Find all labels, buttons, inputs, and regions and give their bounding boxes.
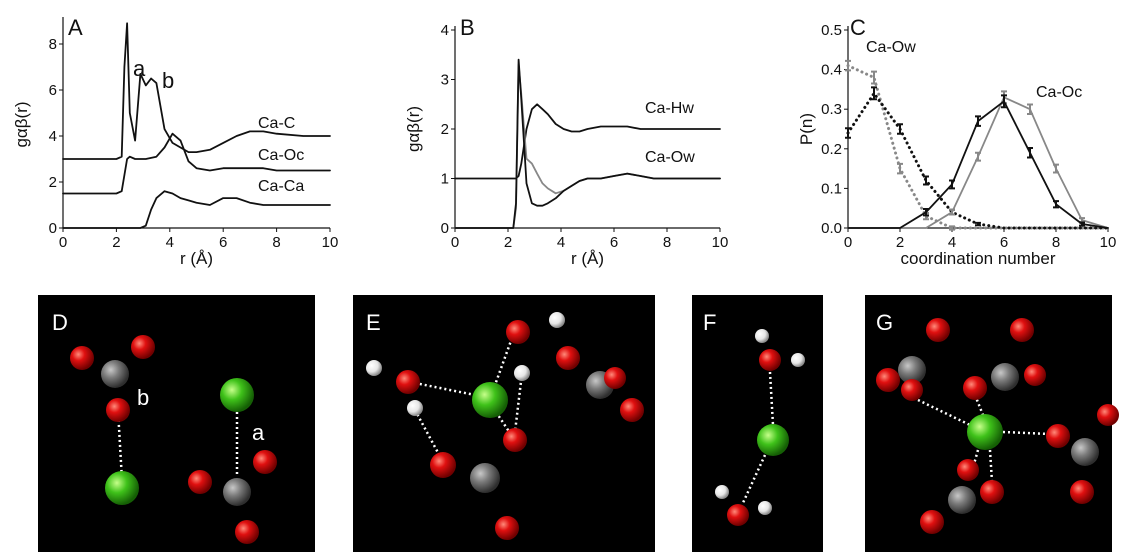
panel-label: C	[850, 15, 866, 40]
panel-bg	[353, 295, 655, 552]
x-axis-label: coordination number	[901, 249, 1056, 268]
figure-svg: D b a E F G	[0, 0, 1125, 552]
panel-g: G	[865, 295, 1119, 552]
x-tick-label: 10	[712, 234, 729, 251]
annotation: a	[133, 56, 146, 81]
series-line	[455, 65, 720, 228]
y-tick-label: 0	[49, 220, 57, 237]
y-tick-label: 1	[441, 171, 449, 188]
panel-e: E	[353, 295, 655, 552]
panel-label: A	[68, 15, 83, 40]
x-axis-label: r (Å)	[571, 249, 604, 268]
y-tick-label: 8	[49, 36, 57, 53]
series-label: Ca-Hw	[645, 100, 694, 117]
x-tick-label: 10	[1100, 234, 1117, 251]
series-line	[455, 60, 720, 228]
y-tick-label: 0.3	[821, 101, 842, 118]
x-tick-label: 4	[557, 234, 565, 251]
y-tick-label: 4	[49, 128, 57, 145]
chart: 0 1 2 3 4 0 2 4 6 8 10 r (Å) gαβ(r) B Ca-Hw Ca-Ow	[404, 15, 728, 268]
y-tick-label: 0.2	[821, 141, 842, 158]
annotation: b	[162, 68, 174, 93]
y-tick-label: 4	[441, 22, 449, 39]
y-tick-label: 3	[441, 72, 449, 89]
panel-label: B	[460, 15, 475, 40]
y-tick-label: 0.0	[821, 220, 842, 237]
y-tick-label: 6	[49, 82, 57, 99]
panel-label: E	[366, 310, 381, 335]
x-tick-label: 4	[166, 234, 174, 251]
panel-d: D b a	[38, 295, 315, 552]
x-tick-label: 8	[272, 234, 280, 251]
panel-label: G	[876, 310, 893, 335]
y-tick-label: 2	[441, 121, 449, 138]
y-tick-label: 0	[441, 220, 449, 237]
x-tick-label: 6	[219, 234, 227, 251]
y-axis-label: gαβ(r)	[404, 106, 423, 152]
x-tick-label: 0	[59, 234, 67, 251]
series-line	[63, 191, 330, 228]
series-label: Ca-Ow	[866, 39, 916, 56]
annotation: b	[137, 385, 149, 410]
annotation: a	[252, 420, 265, 445]
error-bar	[1053, 201, 1059, 207]
figure: D b a E F G	[0, 0, 1125, 552]
series-line	[63, 23, 330, 159]
y-axis-label: gαβ(r)	[12, 101, 31, 147]
x-tick-label: 8	[663, 234, 671, 251]
panel-bg	[38, 295, 315, 552]
panel-label: D	[52, 310, 68, 335]
series-label: Ca-Ca	[258, 178, 304, 195]
y-tick-label: 0.5	[821, 22, 842, 39]
y-tick-label: 0.4	[821, 62, 842, 79]
series-label: Ca-C	[258, 115, 295, 132]
panel-label: F	[703, 310, 716, 335]
y-axis-label: P(n)	[797, 113, 816, 145]
error-bar	[845, 61, 851, 71]
panel-f: F	[692, 295, 823, 552]
y-tick-label: 2	[49, 174, 57, 191]
x-tick-label: 0	[844, 234, 852, 251]
x-tick-label: 0	[451, 234, 459, 251]
x-tick-label: 2	[112, 234, 120, 251]
x-axis-label: r (Å)	[180, 249, 213, 268]
x-tick-label: 10	[322, 234, 339, 251]
x-tick-label: 6	[610, 234, 618, 251]
series-label: Ca-Oc	[1036, 84, 1082, 101]
y-tick-label: 0.1	[821, 180, 842, 197]
series-label: Ca-Ow	[645, 149, 695, 166]
error-bar	[949, 210, 955, 215]
series-label: Ca-Oc	[258, 147, 304, 164]
x-tick-label: 2	[504, 234, 512, 251]
